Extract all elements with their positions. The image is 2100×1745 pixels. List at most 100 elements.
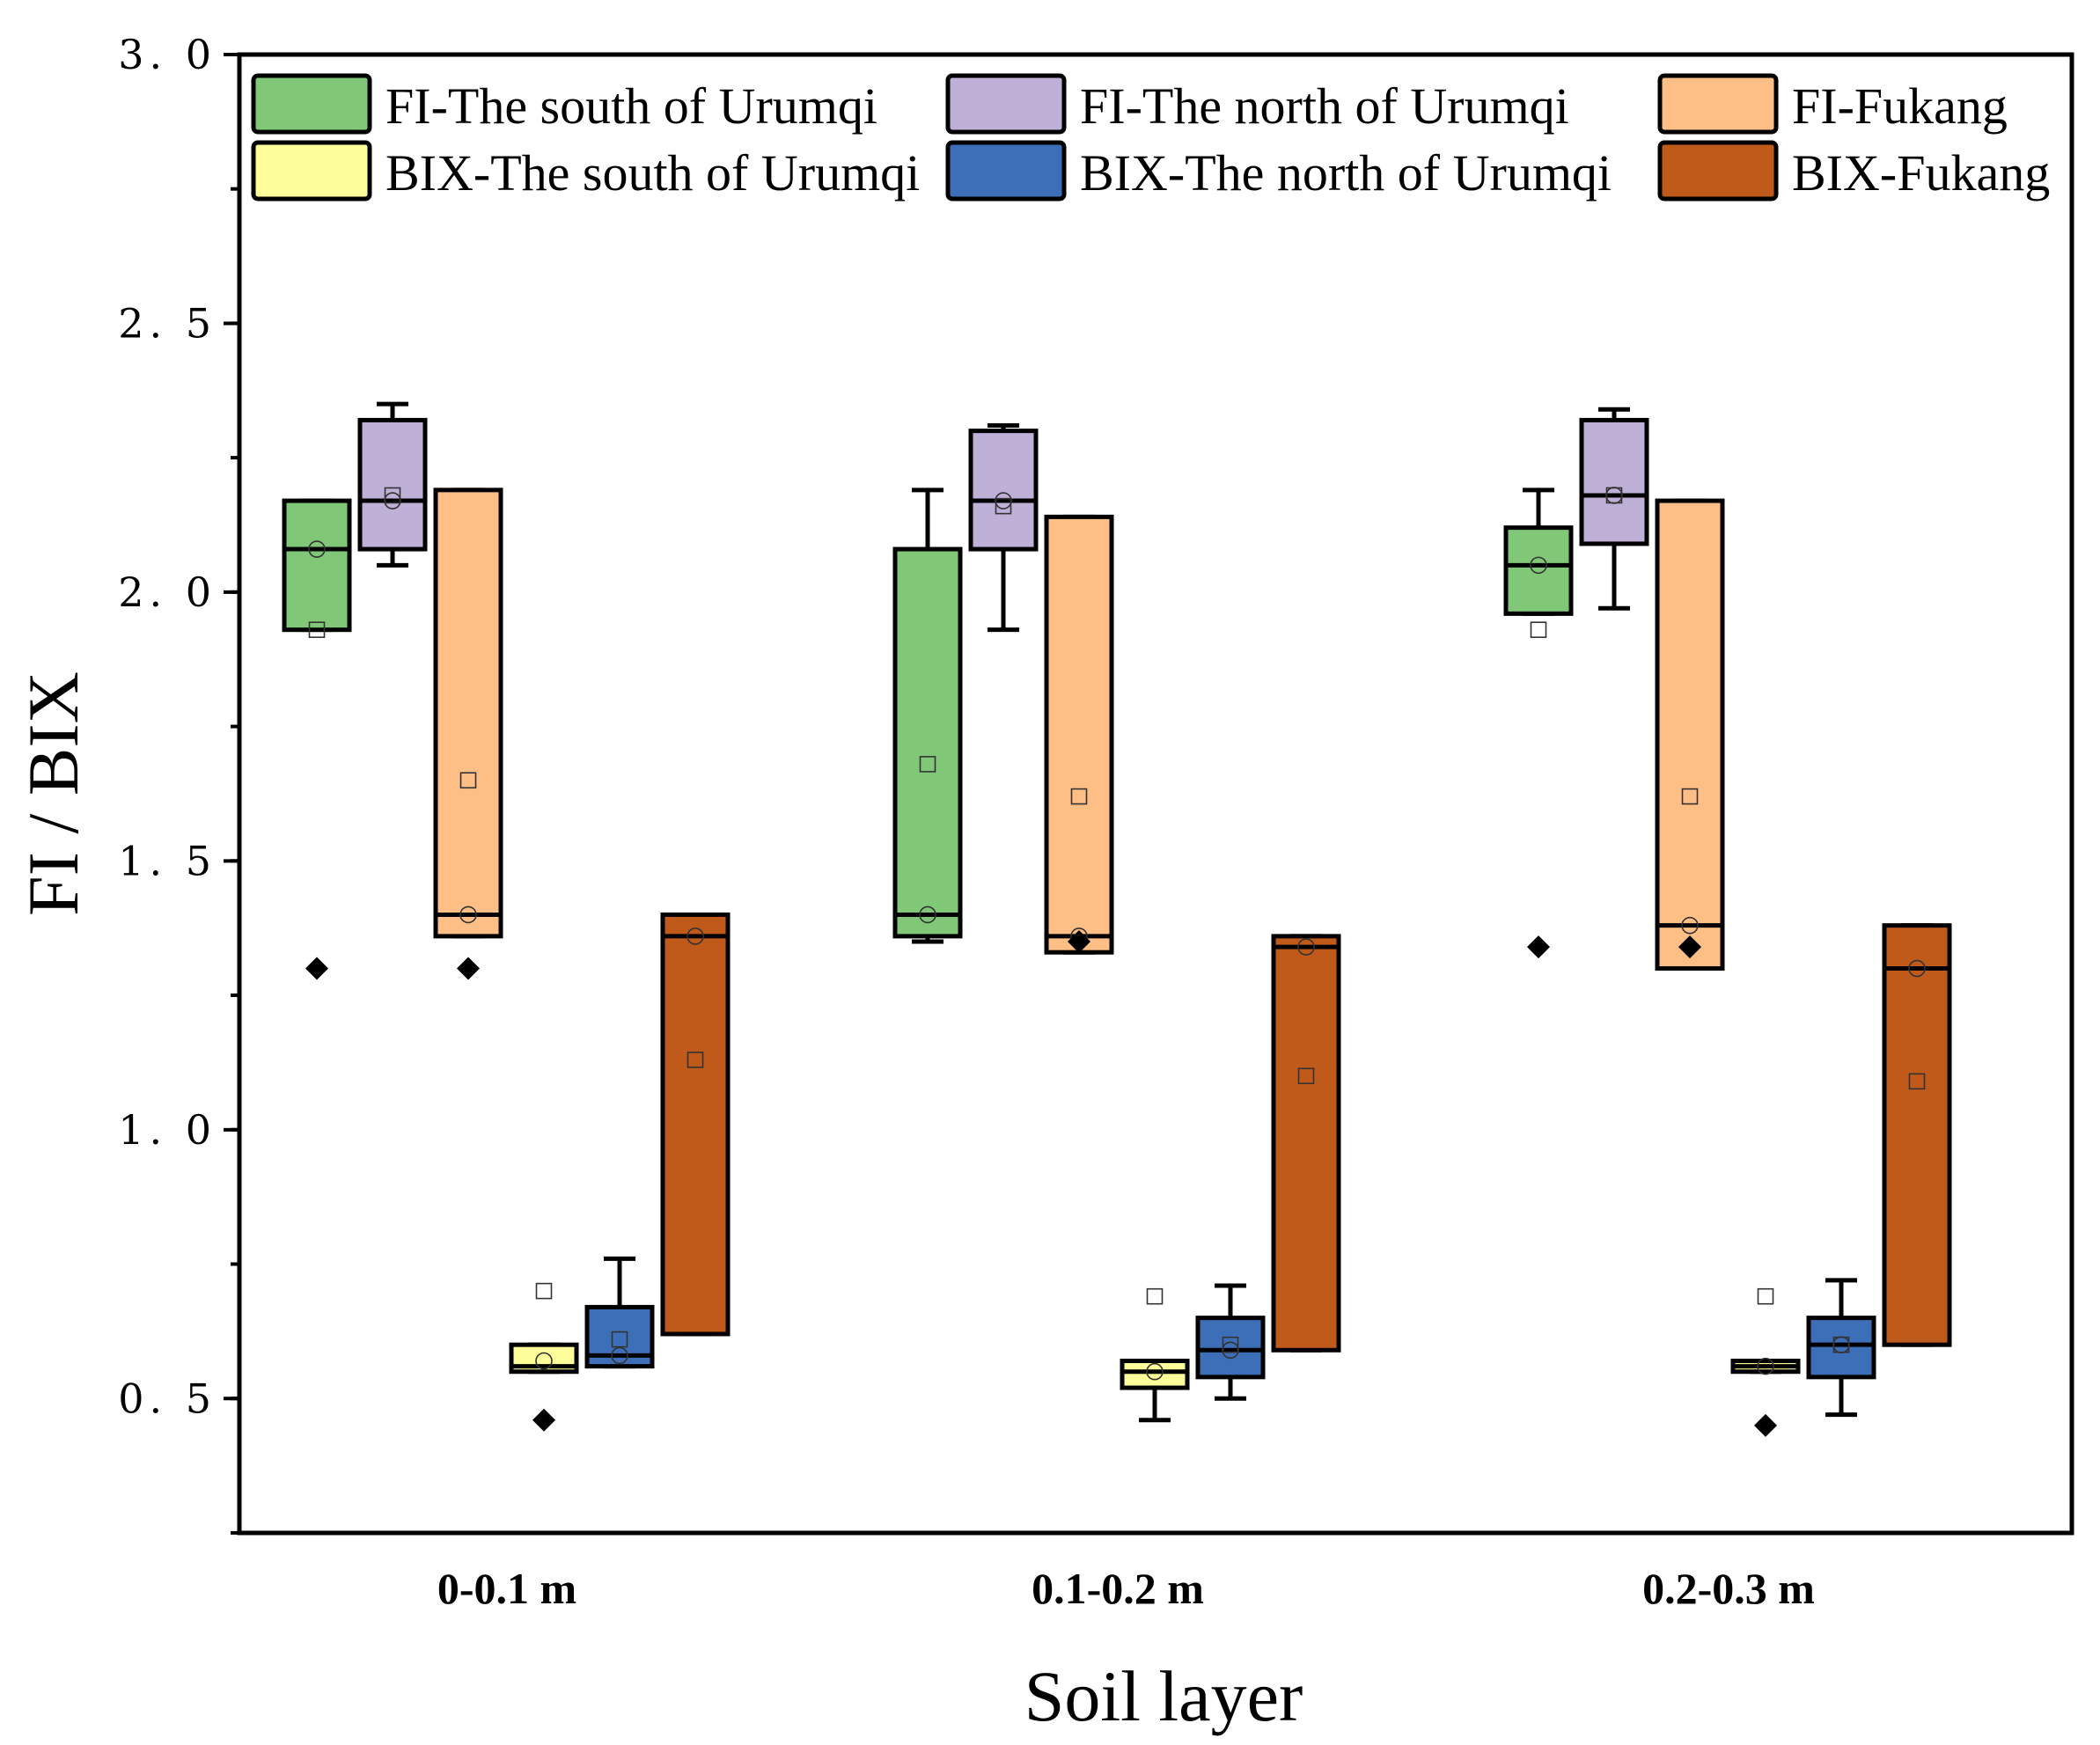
mean-marker xyxy=(1757,1287,1774,1305)
x-axis: 0-0.1 m 0.1-0.2 m 0.2-0.3 m xyxy=(437,1564,1815,1613)
median-circle-marker xyxy=(1605,487,1623,504)
legend-item: BIX-Fukang xyxy=(1657,140,2050,202)
outlier-marker xyxy=(1678,935,1701,959)
mean-marker xyxy=(1146,1287,1164,1305)
box-group xyxy=(1882,923,1952,1347)
legend-label: FI-The south of Urumqi xyxy=(385,77,877,135)
median-circle-marker xyxy=(1530,556,1547,575)
median-circle-marker xyxy=(384,492,401,510)
y-axis-title: FI / BIX xyxy=(13,671,93,916)
legend: FI-The south of Urumqi FI-The north of Ur… xyxy=(251,73,2050,202)
box-group xyxy=(1730,1287,1801,1437)
legend-label: FI-The north of Urumqi xyxy=(1080,77,1569,135)
legend-swatch xyxy=(251,140,372,202)
median-circle-marker xyxy=(1297,938,1315,956)
box-group xyxy=(1503,488,1574,959)
box-group xyxy=(968,423,1039,633)
box-iqr xyxy=(892,546,963,939)
mean-marker xyxy=(1530,621,1547,638)
box-group xyxy=(1120,1287,1190,1423)
box-iqr xyxy=(282,498,352,633)
median-circle-marker xyxy=(1222,1341,1239,1360)
y-tick-label: 2. 5 xyxy=(118,299,217,347)
mean-marker xyxy=(459,772,477,789)
box-iqr xyxy=(1882,923,1952,1347)
legend-label: FI-Fukang xyxy=(1792,77,2008,135)
box-iqr xyxy=(433,488,503,939)
plot-area xyxy=(282,401,1952,1437)
mean-marker xyxy=(1297,1067,1315,1085)
median-circle-marker xyxy=(919,905,936,924)
mean-marker xyxy=(535,1282,553,1300)
box-group xyxy=(433,488,503,980)
box-iqr xyxy=(1044,514,1114,955)
box-group xyxy=(1195,1283,1266,1401)
box-iqr xyxy=(1195,1316,1266,1380)
median-circle-marker xyxy=(1146,1362,1164,1381)
mean-marker xyxy=(308,621,326,638)
box-group xyxy=(1271,934,1341,1353)
outlier-marker xyxy=(457,957,480,980)
box-group xyxy=(584,1256,655,1369)
legend-item: FI-The south of Urumqi xyxy=(251,73,877,135)
legend-swatch xyxy=(1657,140,1779,202)
median-circle-marker xyxy=(535,1352,553,1370)
outlier-marker xyxy=(1068,930,1090,953)
box-group xyxy=(357,401,428,568)
legend-swatch xyxy=(1657,73,1779,135)
y-tick-label: 0. 5 xyxy=(118,1375,217,1422)
mean-marker xyxy=(384,487,401,504)
mean-marker xyxy=(611,1331,628,1348)
plot-frame xyxy=(237,52,2074,1536)
legend-item: FI-Fukang xyxy=(1657,73,2008,135)
y-axis: 0. 5 1. 0 1. 5 2. 0 2. 5 3. 0 xyxy=(118,31,239,1535)
mean-marker xyxy=(1681,788,1699,805)
outlier-marker xyxy=(305,957,328,980)
mean-marker xyxy=(1222,1336,1239,1353)
box-iqr xyxy=(1579,417,1649,546)
box-iqr xyxy=(1655,498,1725,971)
box-iqr xyxy=(968,429,1039,552)
median-circle-marker xyxy=(1681,916,1699,935)
box-group xyxy=(509,1282,579,1432)
outlier-marker xyxy=(1527,935,1550,959)
mean-marker xyxy=(1070,788,1088,805)
legend-swatch xyxy=(251,73,372,135)
x-category-label: 0-0.1 m xyxy=(437,1564,576,1613)
box-group xyxy=(660,912,731,1337)
legend-item: BIX-The south of Urumqi xyxy=(251,140,920,202)
box-iqr xyxy=(1503,525,1574,616)
legend-label: BIX-The south of Urumqi xyxy=(385,144,920,202)
box-iqr xyxy=(1120,1359,1190,1390)
box-iqr xyxy=(1806,1316,1876,1380)
outlier-marker xyxy=(1754,1413,1777,1437)
box-iqr xyxy=(660,912,731,1337)
box-iqr xyxy=(1271,934,1341,1353)
legend-item: BIX-The north of Urumqi xyxy=(945,140,1612,202)
x-category-label: 0.1-0.2 m xyxy=(1032,1564,1204,1613)
median-circle-marker xyxy=(995,492,1012,510)
mean-marker xyxy=(995,497,1012,515)
y-tick-label: 1. 5 xyxy=(118,837,217,884)
outlier-marker xyxy=(532,1408,555,1432)
mean-marker xyxy=(687,1052,704,1068)
legend-label: BIX-The north of Urumqi xyxy=(1080,144,1612,202)
y-tick-label: 1. 0 xyxy=(118,1106,217,1154)
box-group xyxy=(282,498,352,980)
median-circle-marker xyxy=(308,540,326,558)
y-tick-label: 2. 0 xyxy=(118,568,217,616)
x-axis-title: Soil layer xyxy=(1024,1656,1303,1736)
legend-label: BIX-Fukang xyxy=(1792,144,2050,202)
mean-marker xyxy=(1908,1073,1926,1090)
mean-marker xyxy=(919,756,936,773)
median-circle-marker xyxy=(687,927,704,945)
box-group xyxy=(1044,514,1114,955)
legend-swatch xyxy=(945,140,1067,202)
box-group xyxy=(1806,1278,1876,1418)
box-group xyxy=(892,488,963,944)
legend-swatch xyxy=(945,73,1067,135)
median-circle-marker xyxy=(1908,959,1926,978)
box-group xyxy=(1655,498,1725,971)
